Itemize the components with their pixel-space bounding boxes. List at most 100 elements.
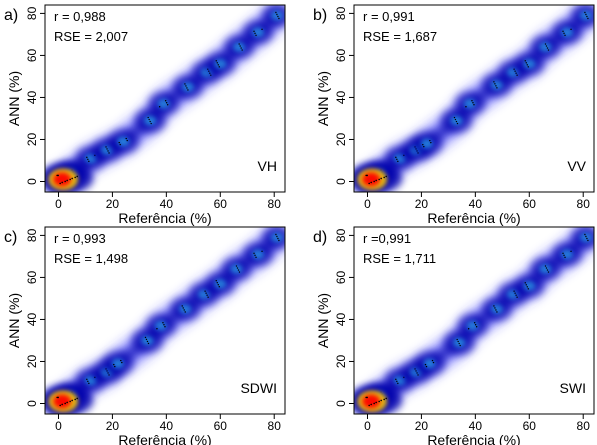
data-point bbox=[239, 45, 241, 47]
y-tick-label: 40 bbox=[25, 312, 39, 326]
data-point bbox=[57, 174, 59, 177]
y-tick-label: 60 bbox=[334, 270, 348, 284]
data-point bbox=[585, 13, 587, 16]
x-tick-label: 40 bbox=[160, 197, 174, 211]
data-point bbox=[241, 49, 243, 51]
data-point bbox=[494, 83, 496, 85]
data-point bbox=[563, 254, 565, 257]
data-point bbox=[186, 87, 188, 89]
r-value: r =0,991 bbox=[363, 231, 411, 246]
x-tick-label: 80 bbox=[268, 419, 282, 433]
data-point bbox=[584, 233, 586, 236]
data-point bbox=[237, 269, 240, 271]
panel-label: d) bbox=[313, 229, 327, 246]
x-tick-label: 20 bbox=[415, 197, 429, 211]
data-point bbox=[87, 380, 89, 383]
plot-frame bbox=[44, 4, 286, 193]
data-point bbox=[425, 365, 428, 368]
data-point bbox=[545, 45, 548, 47]
data-point bbox=[570, 250, 572, 253]
data-point bbox=[118, 141, 120, 144]
data-point bbox=[218, 286, 220, 288]
x-tick-label: 20 bbox=[106, 197, 120, 211]
data-point bbox=[562, 30, 564, 33]
x-tick-label: 80 bbox=[577, 197, 591, 211]
data-point bbox=[216, 282, 218, 284]
data-point bbox=[76, 397, 78, 400]
data-point bbox=[526, 286, 528, 288]
y-tick-label: 0 bbox=[334, 178, 348, 185]
data-point bbox=[61, 403, 63, 406]
data-point bbox=[158, 106, 161, 108]
density-hotspot bbox=[362, 394, 381, 409]
panel-label: a) bbox=[4, 7, 18, 24]
corner-label: SDWI bbox=[240, 380, 277, 396]
density-cluster-center bbox=[270, 232, 283, 243]
data-point bbox=[417, 374, 419, 376]
data-point bbox=[156, 328, 158, 330]
density-hotspot bbox=[362, 172, 381, 187]
data-point bbox=[275, 11, 277, 14]
data-point bbox=[546, 269, 549, 271]
data-point bbox=[163, 324, 165, 326]
data-point bbox=[113, 363, 115, 366]
density-cluster-center bbox=[579, 232, 592, 243]
data-point bbox=[105, 146, 107, 148]
data-point bbox=[396, 158, 398, 161]
data-point bbox=[378, 178, 380, 181]
data-point bbox=[563, 32, 565, 35]
data-point bbox=[385, 397, 387, 400]
data-point bbox=[255, 256, 257, 259]
data-point bbox=[209, 72, 211, 74]
data-point bbox=[205, 292, 207, 294]
density-cluster-center bbox=[423, 358, 436, 369]
data-point bbox=[586, 15, 588, 18]
data-point bbox=[471, 100, 473, 102]
data-point bbox=[526, 64, 528, 66]
r-value: r = 0,988 bbox=[54, 9, 106, 24]
data-point bbox=[206, 294, 208, 296]
data-point bbox=[86, 378, 88, 381]
panel-c: c) r = 0,993 RSE = 1,498 SDWI Referência… bbox=[4, 226, 286, 445]
data-point bbox=[496, 87, 498, 89]
y-tick-label: 60 bbox=[25, 270, 39, 284]
data-point bbox=[375, 179, 377, 182]
data-point bbox=[516, 74, 518, 76]
density-cluster-center bbox=[252, 249, 265, 260]
y-axis-label: ANN (%) bbox=[315, 293, 331, 348]
data-point bbox=[76, 175, 78, 178]
y-axis-label: ANN (%) bbox=[6, 293, 22, 348]
data-point bbox=[277, 237, 279, 240]
data-point bbox=[474, 324, 477, 326]
data-point bbox=[373, 402, 375, 405]
data-point bbox=[527, 66, 529, 68]
data-point bbox=[147, 116, 149, 119]
r-value: r = 0,993 bbox=[54, 231, 106, 246]
data-point bbox=[59, 404, 61, 407]
data-point bbox=[383, 398, 385, 401]
data-point bbox=[373, 180, 375, 183]
density-cluster-center bbox=[579, 10, 592, 21]
density-cluster-center bbox=[144, 115, 157, 126]
data-point bbox=[457, 340, 459, 343]
data-point bbox=[146, 340, 149, 343]
data-point bbox=[456, 338, 458, 341]
data-point bbox=[120, 359, 122, 362]
data-point bbox=[397, 160, 399, 163]
panel-a: a) r = 0,988 RSE = 2,007 VH Referência (… bbox=[4, 4, 286, 226]
data-point bbox=[383, 176, 385, 179]
data-point bbox=[106, 148, 108, 150]
data-point bbox=[184, 311, 186, 313]
density-cluster-center bbox=[214, 58, 227, 69]
x-tick-label: 80 bbox=[268, 197, 282, 211]
data-point bbox=[494, 307, 496, 309]
data-point bbox=[253, 30, 255, 33]
corner-label: VV bbox=[567, 158, 586, 174]
x-tick-label: 0 bbox=[364, 197, 371, 211]
data-point bbox=[493, 81, 495, 83]
data-point bbox=[276, 13, 278, 16]
data-point bbox=[422, 143, 424, 146]
data-point bbox=[366, 174, 368, 177]
data-point bbox=[455, 120, 458, 123]
data-point bbox=[525, 62, 527, 64]
